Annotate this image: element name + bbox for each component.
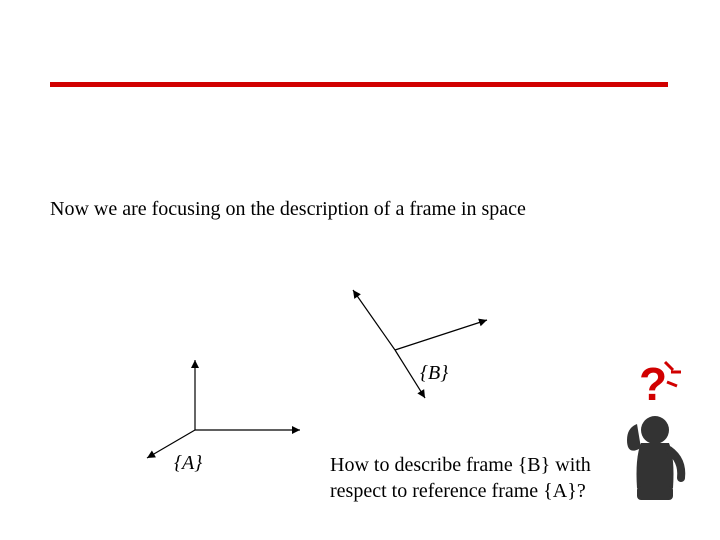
question-line-1: How to describe frame {B} with <box>330 454 591 476</box>
question-line-2: respect to reference frame {A}? <box>330 480 586 502</box>
header-divider <box>50 82 668 87</box>
svg-text:?: ? <box>639 358 667 410</box>
thinking-question-icon: ? <box>615 358 705 508</box>
frame-b-axes <box>273 210 567 478</box>
frame-a-label: {A} <box>174 452 202 475</box>
question-text: How to describe frame {B} with respect t… <box>330 452 591 504</box>
frame-b-label: {B} <box>420 362 448 385</box>
